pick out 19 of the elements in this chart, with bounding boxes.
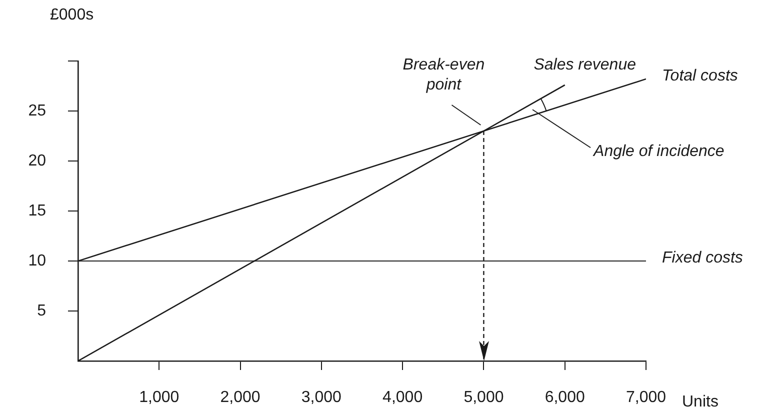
y-tick-label: 15: [28, 202, 46, 220]
x-tick-label: 3,000: [301, 389, 342, 406]
x-axis-title: Units: [682, 393, 718, 410]
series-label: Fixed costs: [662, 249, 743, 266]
y-tick-label: 10: [28, 252, 46, 270]
y-axis-title: £000s: [50, 6, 94, 24]
y-tick-label: 25: [28, 102, 46, 120]
x-tick-label: 4,000: [382, 389, 423, 406]
x-tick-label: 5,000: [464, 389, 504, 406]
y-tick-label: 5: [37, 302, 46, 320]
x-tick-label: 2,000: [220, 389, 260, 406]
y-tick-label: 20: [28, 152, 46, 170]
x-tick-label: 1,000: [139, 389, 180, 406]
annotation: Angle of incidence: [592, 143, 724, 160]
series-label: Total costs: [662, 67, 738, 84]
annotation: Break-even point: [402, 56, 485, 94]
series-label: Sales revenue: [534, 56, 636, 74]
x-tick-label: 7,000: [626, 389, 666, 406]
x-tick-label: 6,000: [544, 389, 585, 406]
